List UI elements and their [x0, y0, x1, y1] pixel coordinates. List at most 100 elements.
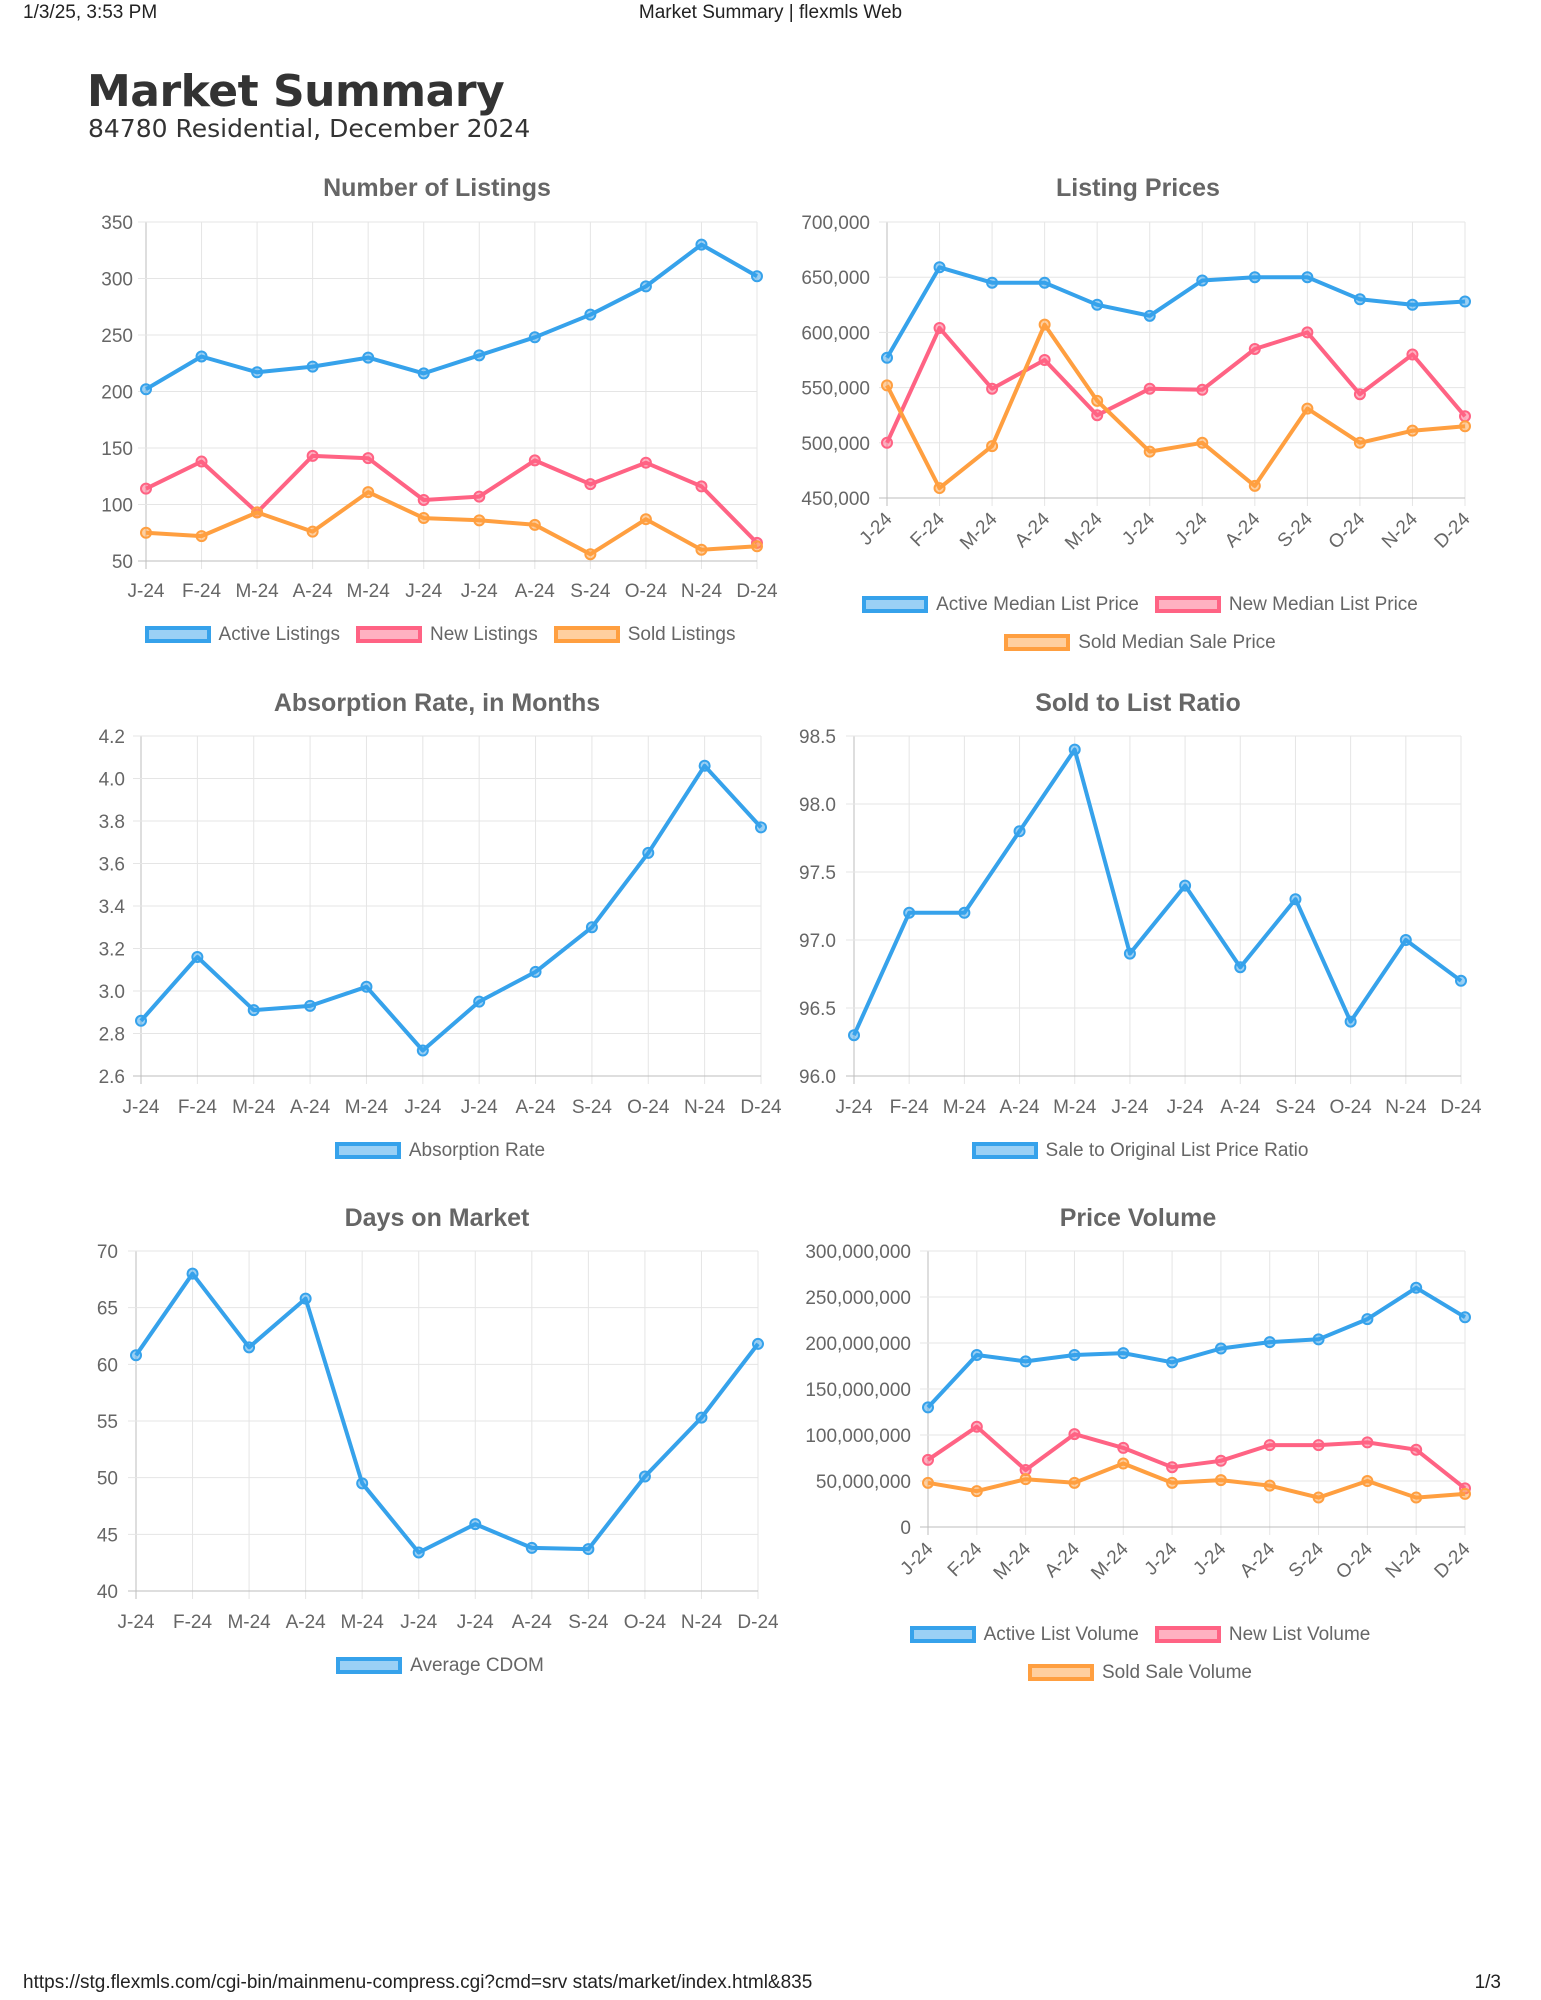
data-point[interactable] [1455, 974, 1467, 987]
legend-item[interactable]: Sold Median Sale Price [1004, 632, 1276, 654]
data-point[interactable] [1248, 271, 1261, 284]
data-point[interactable] [1038, 354, 1051, 366]
data-point[interactable] [528, 454, 541, 467]
data-point[interactable] [525, 1541, 538, 1554]
data-point[interactable] [695, 480, 708, 493]
data-point[interactable] [922, 1476, 934, 1489]
data-point[interactable] [140, 482, 152, 495]
data-point[interactable] [195, 350, 208, 363]
data-point[interactable] [1091, 394, 1104, 407]
legend-item[interactable]: New Median List Price [1154, 594, 1418, 616]
legend-item[interactable]: Sold Listings [553, 624, 735, 646]
data-point[interactable] [958, 906, 971, 919]
data-point[interactable] [1459, 295, 1471, 308]
legend-item[interactable]: Active Listings [144, 624, 340, 646]
data-point[interactable] [1143, 309, 1156, 322]
legend-item[interactable]: New Listings [356, 624, 538, 646]
data-point[interactable] [639, 456, 652, 469]
data-point[interactable] [1406, 424, 1419, 437]
data-point[interactable] [529, 965, 542, 978]
data-point[interactable] [933, 482, 946, 495]
data-point[interactable] [1459, 420, 1471, 433]
data-point[interactable] [1344, 1015, 1357, 1028]
data-point[interactable] [1214, 1342, 1227, 1355]
legend-item[interactable]: Absorption Rate [334, 1140, 545, 1162]
data-point[interactable] [1301, 326, 1314, 339]
data-point[interactable] [695, 543, 708, 556]
data-point[interactable] [1234, 961, 1247, 974]
data-point[interactable] [1166, 1476, 1179, 1489]
data-point[interactable] [1301, 271, 1314, 284]
data-point[interactable] [1406, 298, 1419, 311]
data-point[interactable] [473, 995, 486, 1008]
data-point[interactable] [1123, 947, 1136, 960]
data-point[interactable] [195, 455, 208, 468]
data-point[interactable] [751, 270, 763, 283]
data-point[interactable] [1353, 436, 1366, 449]
data-point[interactable] [986, 382, 999, 395]
legend-item[interactable]: Active List Volume [909, 1624, 1139, 1646]
data-point[interactable] [1166, 1461, 1179, 1474]
data-point[interactable] [1143, 382, 1156, 395]
data-point[interactable] [186, 1267, 199, 1280]
data-point[interactable] [1143, 445, 1156, 458]
data-point[interactable] [642, 846, 655, 859]
data-point[interactable] [1068, 1348, 1081, 1361]
data-point[interactable] [140, 383, 152, 396]
data-point[interactable] [362, 351, 375, 364]
data-point[interactable] [584, 478, 597, 491]
data-point[interactable] [1068, 1428, 1081, 1441]
data-point[interactable] [1410, 1281, 1423, 1294]
legend-item[interactable]: Sold Sale Volume [1028, 1662, 1252, 1684]
data-point[interactable] [1406, 348, 1419, 361]
data-point[interactable] [1091, 298, 1104, 311]
data-point[interactable] [1214, 1474, 1227, 1487]
data-point[interactable] [1301, 402, 1314, 415]
data-point[interactable] [1312, 1491, 1325, 1504]
data-point[interactable] [1459, 410, 1471, 423]
data-point[interactable] [1459, 1487, 1471, 1500]
data-point[interactable] [1019, 1355, 1032, 1368]
data-point[interactable] [1263, 1439, 1276, 1452]
data-point[interactable] [970, 1348, 983, 1361]
data-point[interactable] [986, 440, 999, 453]
data-point[interactable] [140, 526, 152, 539]
data-point[interactable] [362, 486, 375, 499]
data-point[interactable] [1117, 1441, 1130, 1454]
data-point[interactable] [195, 530, 208, 543]
data-point[interactable] [417, 367, 430, 380]
data-point[interactable] [1248, 342, 1261, 355]
data-point[interactable] [1353, 293, 1366, 306]
data-point[interactable] [299, 1292, 312, 1305]
data-point[interactable] [1410, 1443, 1423, 1456]
data-point[interactable] [243, 1341, 256, 1354]
data-point[interactable] [1117, 1457, 1130, 1470]
data-point[interactable] [528, 518, 541, 531]
data-point[interactable] [582, 1543, 595, 1556]
data-point[interactable] [1353, 388, 1366, 401]
data-point[interactable] [922, 1453, 934, 1466]
data-point[interactable] [360, 980, 373, 993]
data-point[interactable] [1038, 276, 1051, 289]
data-point[interactable] [903, 906, 916, 919]
data-point[interactable] [986, 276, 999, 289]
data-point[interactable] [135, 1014, 147, 1027]
data-point[interactable] [1410, 1491, 1423, 1504]
data-point[interactable] [304, 999, 317, 1012]
data-point[interactable] [1312, 1333, 1325, 1346]
data-point[interactable] [881, 351, 893, 364]
data-point[interactable] [251, 366, 264, 379]
data-point[interactable] [1068, 743, 1081, 756]
data-point[interactable] [1361, 1475, 1374, 1487]
data-point[interactable] [1196, 436, 1209, 449]
data-point[interactable] [848, 1029, 860, 1042]
data-point[interactable] [528, 331, 541, 344]
data-point[interactable] [933, 321, 946, 334]
data-point[interactable] [695, 238, 708, 251]
data-point[interactable] [922, 1401, 934, 1414]
data-point[interactable] [1166, 1356, 1179, 1369]
data-point[interactable] [1312, 1439, 1325, 1452]
data-point[interactable] [473, 514, 486, 527]
data-point[interactable] [1399, 934, 1412, 946]
data-point[interactable] [1196, 383, 1209, 396]
